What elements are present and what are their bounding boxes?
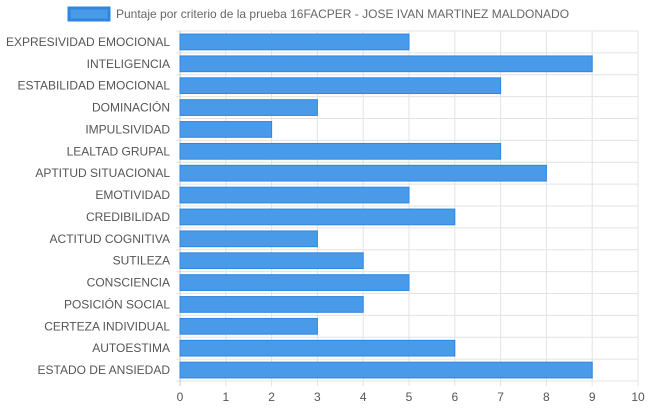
bar[interactable] <box>179 252 364 270</box>
category-label: IMPULSIVIDAD <box>85 122 170 136</box>
bar[interactable] <box>179 317 318 335</box>
category-label: LEALTAD GRUPAL <box>67 144 171 158</box>
category-label: ACTITUD COGNITIVA <box>50 232 170 246</box>
bar[interactable] <box>179 186 410 204</box>
category-label: CREDIBILIDAD <box>86 210 170 224</box>
x-tick-label: 0 <box>177 390 184 404</box>
bar[interactable] <box>179 55 593 73</box>
grid-lines <box>176 30 639 386</box>
bar[interactable] <box>179 274 410 291</box>
x-tick-labels: 0 1 2 3 4 5 6 7 8 9 10 <box>177 390 645 404</box>
x-tick-label: 2 <box>268 390 275 404</box>
x-tick-label: 7 <box>497 390 504 404</box>
x-tick-label: 4 <box>360 390 367 404</box>
bar[interactable] <box>179 361 593 379</box>
category-label: EMOTIVIDAD <box>95 188 170 202</box>
bar[interactable] <box>179 33 410 51</box>
bar[interactable] <box>179 208 456 226</box>
category-label: AUTOESTIMA <box>92 341 170 355</box>
x-tick-label: 8 <box>543 390 550 404</box>
chart-legend[interactable]: Puntaje por criterio de la prueba 16FACP… <box>67 6 569 22</box>
category-label: INTELIGENCIA <box>87 57 170 71</box>
bars <box>179 33 593 379</box>
x-tick-label: 1 <box>222 390 229 404</box>
category-label: ESTADO DE ANSIEDAD <box>38 363 171 377</box>
x-tick-label: 5 <box>406 390 413 404</box>
bar[interactable] <box>179 77 502 95</box>
category-label: SUTILEZA <box>113 254 170 268</box>
bar[interactable] <box>179 99 318 116</box>
category-label: ESTABILIDAD EMOCIONAL <box>18 79 171 93</box>
legend-label: Puntaje por criterio de la prueba 16FACP… <box>116 7 569 21</box>
bar[interactable] <box>179 142 502 160</box>
bar[interactable] <box>179 164 547 182</box>
category-label: APTITUD SITUACIONAL <box>35 166 170 180</box>
category-label: DOMINACIÓN <box>92 100 170 115</box>
x-tick-label: 9 <box>589 390 596 404</box>
x-tick-label: 3 <box>314 390 321 404</box>
bar[interactable] <box>179 339 456 357</box>
category-labels: EXPRESIVIDAD EMOCIONAL INTELIGENCIA ESTABI… <box>6 35 170 377</box>
x-tick-label: 10 <box>631 390 645 404</box>
legend-swatch <box>67 6 111 22</box>
category-label: CONSCIENCIA <box>87 276 170 290</box>
bar[interactable] <box>179 296 364 313</box>
x-tick-label: 6 <box>451 390 458 404</box>
bar[interactable] <box>179 121 273 138</box>
category-label: EXPRESIVIDAD EMOCIONAL <box>6 35 170 49</box>
bar[interactable] <box>179 230 318 248</box>
category-label: CERTEZA INDIVIDUAL <box>44 319 170 333</box>
category-label: POSICIÓN SOCIAL <box>64 296 170 311</box>
